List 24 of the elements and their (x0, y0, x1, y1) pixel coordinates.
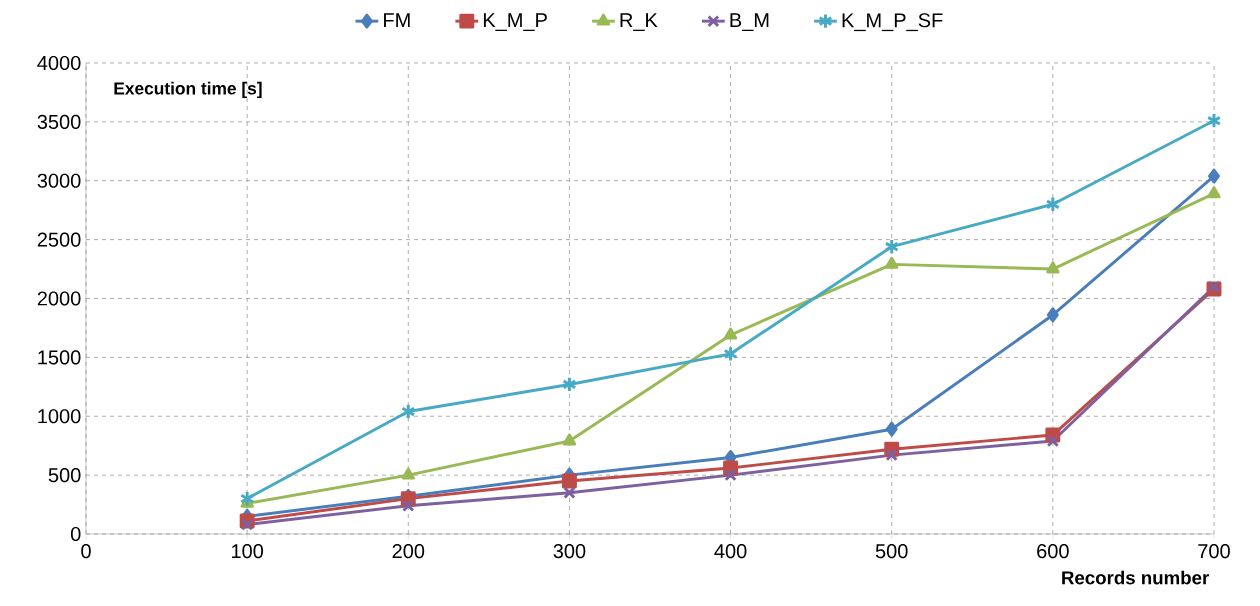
x-tick-label: 100 (231, 544, 264, 559)
legend-label: K_M_P (483, 13, 547, 32)
y-axis-title: Execution time [s] (114, 81, 262, 98)
x-tick-label: 400 (714, 544, 747, 559)
y-tick-label: 3000 (37, 173, 81, 188)
legend-label: K_M_P_SF (842, 13, 943, 32)
y-tick-label: 500 (48, 468, 81, 483)
y-tick-label: 1500 (38, 350, 81, 365)
y-tick-label: 2000 (37, 291, 81, 306)
legend-label: R_K (620, 13, 658, 32)
y-tick-label: 3500 (37, 114, 81, 129)
x-tick-label: 200 (392, 544, 425, 559)
y-tick-label: 1000 (38, 409, 81, 424)
y-tick-label: 2500 (37, 232, 81, 247)
x-tick-label: 700 (1198, 544, 1230, 559)
x-tick-label: 500 (875, 544, 908, 559)
legend-label: B_M (730, 13, 769, 32)
y-tick-label: 0 (70, 526, 81, 542)
legend-label: FM (384, 13, 410, 28)
x-tick-label: 600 (1037, 544, 1069, 559)
x-tick-label: 0 (81, 544, 91, 559)
x-tick-label: 300 (553, 544, 586, 559)
x-axis-title: Records number (1062, 570, 1209, 585)
y-tick-label: 4000 (37, 55, 81, 71)
